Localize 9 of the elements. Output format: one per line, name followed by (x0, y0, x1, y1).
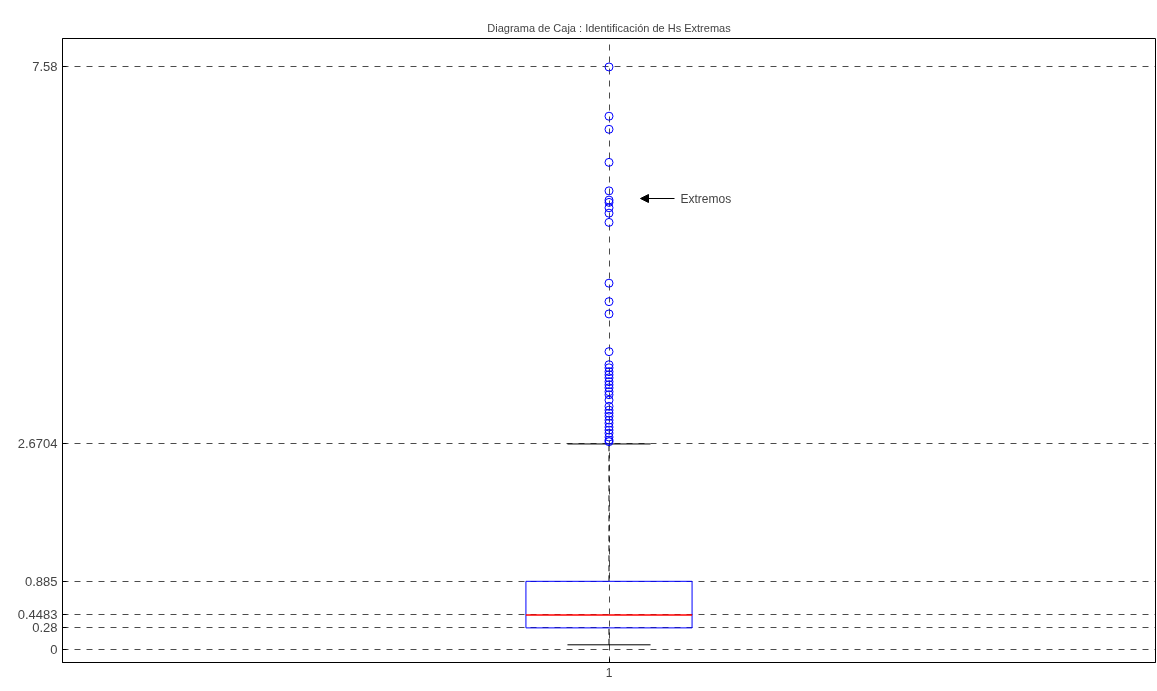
chart-title: Diagrama de Caja : Identificación de Hs Extremas (487, 21, 732, 34)
y-tick-label: 0.4483 (17, 607, 58, 623)
annotation: Extremos (680, 191, 732, 206)
x-tick-label: 1 (605, 665, 613, 680)
y-tick-label: 7.58 (32, 58, 58, 74)
y-tick-label: 0.28 (32, 620, 58, 636)
y-tick-label: 2.6704 (17, 436, 58, 452)
y-tick-label: 0 (50, 641, 58, 657)
y-tick-label: 0.885 (24, 573, 58, 589)
